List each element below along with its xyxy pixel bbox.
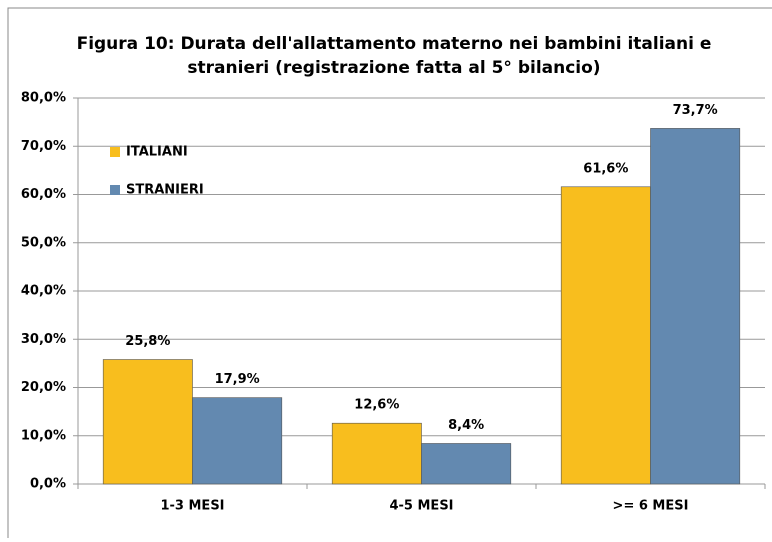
chart-title: Figura 10: Durata dell'allattamento mate… bbox=[77, 34, 712, 54]
data-label: 17,9% bbox=[215, 372, 260, 387]
x-tick-label: 1-3 MESI bbox=[160, 499, 224, 514]
legend-label: ITALIANI bbox=[126, 145, 188, 160]
legend-label: STRANIERI bbox=[126, 183, 204, 198]
x-tick-label: 4-5 MESI bbox=[389, 499, 453, 514]
data-label: 12,6% bbox=[354, 398, 399, 413]
bar bbox=[331, 422, 422, 485]
y-tick-label: 80,0% bbox=[21, 91, 66, 106]
data-label: 73,7% bbox=[673, 103, 718, 118]
legend-swatch bbox=[110, 147, 120, 157]
data-label: 25,8% bbox=[125, 334, 170, 349]
x-tick-label: >= 6 MESI bbox=[613, 499, 689, 514]
y-tick-label: 10,0% bbox=[21, 428, 66, 443]
data-label: 8,4% bbox=[448, 418, 484, 433]
y-tick-label: 20,0% bbox=[21, 380, 66, 395]
y-tick-label: 30,0% bbox=[21, 332, 66, 347]
y-tick-label: 40,0% bbox=[21, 284, 66, 299]
y-tick-label: 0,0% bbox=[30, 477, 66, 492]
bar bbox=[102, 359, 193, 485]
data-label: 61,6% bbox=[583, 161, 628, 176]
y-tick-label: 50,0% bbox=[21, 235, 66, 250]
chart-title: stranieri (registrazione fatta al 5° bil… bbox=[187, 58, 600, 78]
y-tick-label: 70,0% bbox=[21, 139, 66, 154]
bar bbox=[650, 128, 741, 485]
y-tick-label: 60,0% bbox=[21, 187, 66, 202]
bar bbox=[421, 443, 512, 485]
legend-swatch bbox=[110, 185, 120, 195]
bar bbox=[192, 397, 283, 485]
bar bbox=[560, 186, 651, 485]
